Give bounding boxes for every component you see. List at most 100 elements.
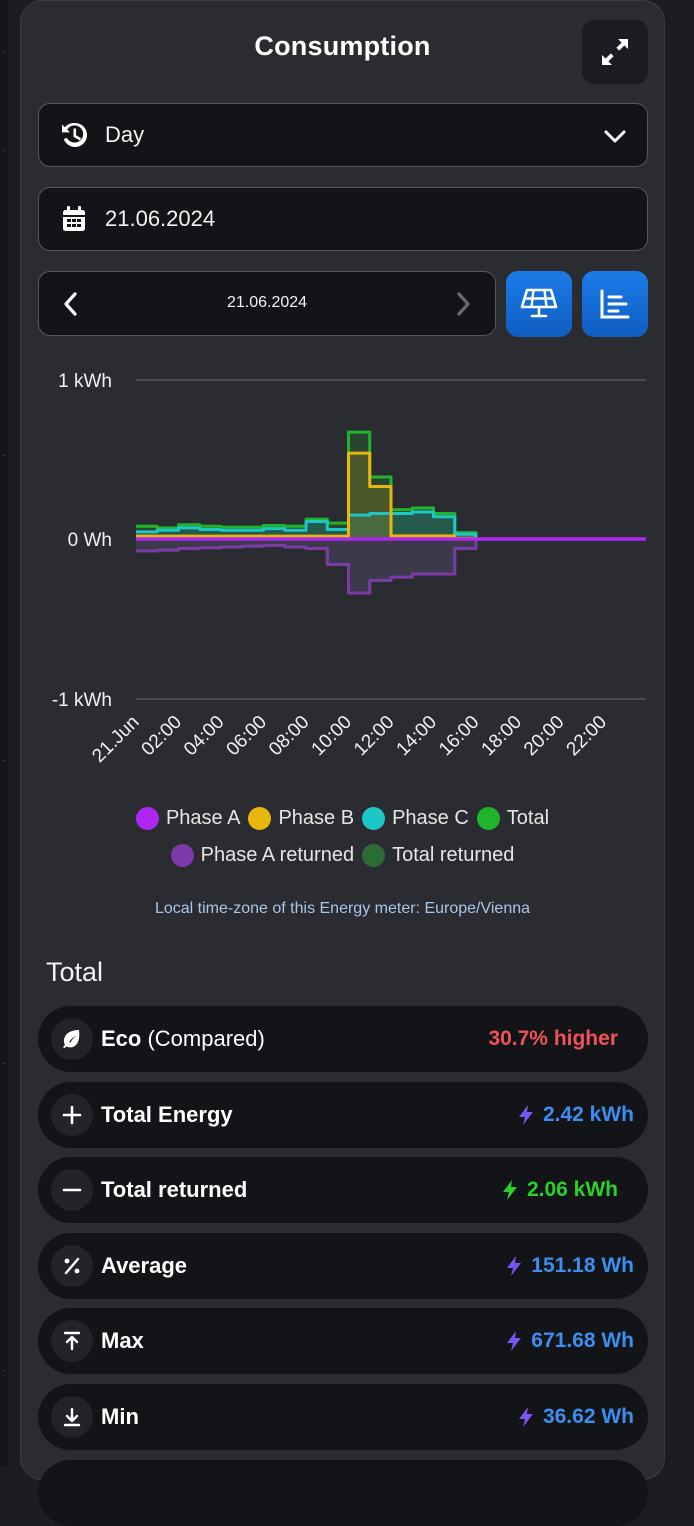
bolt-icon (507, 1256, 522, 1276)
legend-swatch (476, 807, 500, 830)
legend-swatch (362, 844, 386, 867)
legend-row-1: Phase A Phase B Phase C Total (21, 807, 664, 836)
stat-row-total-energy[interactable]: Total Energy 2.42 kWh (38, 1082, 648, 1148)
stat-value: 151.18 Wh (505, 1254, 634, 1278)
legend-label: Phase A (165, 807, 241, 829)
consumption-card: Consumption Day 21.06.2024 21 (20, 0, 665, 1526)
bolt-icon (518, 1105, 533, 1125)
date-field-value: 21.06.2024 (105, 206, 216, 231)
history-icon (62, 122, 88, 147)
legend-item[interactable]: Phase A (135, 807, 241, 830)
stat-label: Eco (Compared) (101, 1026, 265, 1052)
chevron-down-icon (604, 130, 626, 143)
stat-row-total-returned[interactable]: Total returned 2.06 kWh (38, 1157, 648, 1223)
stat-value-text: 2.06 kWh (526, 1178, 618, 1201)
legend-label: Phase C (392, 807, 469, 829)
period-select[interactable]: Day (38, 103, 648, 167)
period-select-value: Day (105, 122, 145, 147)
stat-value-text: 151.18 Wh (531, 1254, 634, 1277)
solar-panel-icon (520, 288, 558, 318)
legend-row-2: Phase A returned Total returned (21, 844, 664, 873)
stat-row-min[interactable]: Min 36.62 Wh (38, 1384, 648, 1450)
stat-label-main: Total Energy (101, 1102, 233, 1127)
minus-icon (51, 1169, 93, 1211)
x-tick-label: 08:00 (265, 712, 313, 760)
stat-label: Total returned (101, 1177, 247, 1203)
leaf-icon (51, 1018, 93, 1060)
expand-icon (602, 39, 628, 65)
y-tick-label: 1 kWh (58, 371, 112, 392)
stat-label-main: Total returned (101, 1177, 248, 1202)
stat-row-max[interactable]: Max 671.68 Wh (38, 1308, 648, 1374)
legend-label: Total returned (392, 844, 515, 866)
stat-value: 30.7% higher (488, 1027, 618, 1051)
bolt-icon (507, 1331, 522, 1351)
legend-swatch (248, 807, 272, 830)
calendar-icon (63, 206, 85, 231)
stat-value: 36.62 Wh (517, 1405, 634, 1429)
series-area-total-returned (136, 539, 646, 594)
bolt-icon (502, 1180, 517, 1200)
stat-value-text: 36.62 Wh (542, 1405, 634, 1428)
bar-chart-icon (600, 289, 630, 319)
background-edge (0, 0, 8, 1466)
stat-row-partial[interactable] (38, 1460, 648, 1526)
y-tick-label: -1 kWh (52, 690, 112, 711)
x-tick-label: 22:00 (563, 712, 611, 760)
stat-label: Average (101, 1253, 187, 1279)
stat-label-sub: (Compared) (141, 1026, 265, 1051)
fullscreen-button[interactable] (582, 20, 648, 84)
section-title: Total (46, 957, 104, 987)
stat-label: Min (101, 1404, 139, 1430)
x-tick-label: 06:00 (223, 712, 271, 760)
consumption-chart: 1 kWh 0 Wh -1 kWh21.Jun02:0004:0006:0008:0… (52, 371, 646, 767)
date-navigator: 21.06.2024 (38, 271, 496, 336)
stat-value-text: 30.7% higher (488, 1027, 618, 1050)
plus-icon (51, 1094, 93, 1136)
legend-item[interactable]: Total returned (362, 844, 514, 867)
chart-style-button[interactable] (582, 271, 648, 337)
stat-label-main: Min (101, 1404, 139, 1429)
date-nav-label: 21.06.2024 (226, 294, 308, 311)
date-field[interactable]: 21.06.2024 (38, 187, 648, 251)
bolt-icon (518, 1407, 533, 1427)
chevron-left-icon[interactable] (59, 290, 83, 318)
x-tick-label: 20:00 (520, 712, 568, 760)
legend-item[interactable]: Phase C (362, 807, 469, 830)
arrow-down-bar-icon (51, 1396, 93, 1438)
percent-icon (51, 1245, 93, 1287)
series-area-phase-a-returned (136, 539, 646, 594)
x-tick-label: 18:00 (478, 712, 526, 760)
legend-label: Phase A returned (200, 844, 355, 866)
stat-value-text: 671.68 Wh (531, 1329, 634, 1352)
chevron-right-icon[interactable] (451, 290, 475, 318)
stat-label-main: Eco (101, 1026, 142, 1051)
x-tick-label: 10:00 (308, 712, 356, 760)
stat-value: 2.06 kWh (501, 1178, 618, 1202)
x-tick-label: 02:00 (138, 712, 186, 760)
stat-row-eco[interactable]: Eco (Compared) 30.7% higher (38, 1006, 648, 1072)
stat-label: Total Energy (101, 1102, 233, 1128)
stat-label: Max (101, 1328, 144, 1354)
stat-value: 2.42 kWh (517, 1103, 634, 1127)
stat-value-text: 2.42 kWh (542, 1103, 634, 1126)
legend-item[interactable]: Phase A returned (170, 844, 355, 867)
arrow-up-bar-icon (51, 1320, 93, 1362)
legend-item[interactable]: Total (476, 807, 550, 830)
stat-label-main: Average (101, 1253, 188, 1278)
stat-row-average[interactable]: Average 151.18 Wh (38, 1233, 648, 1299)
x-tick-label: 16:00 (435, 712, 483, 760)
legend-swatch (135, 807, 159, 830)
legend-swatch (170, 844, 194, 867)
x-tick-label: 14:00 (393, 712, 441, 760)
x-tick-label: 04:00 (180, 712, 228, 760)
y-tick-label: 0 Wh (68, 530, 112, 551)
legend-swatch (362, 807, 386, 830)
solar-panel-button[interactable] (506, 271, 572, 337)
legend-label: Phase B (278, 807, 355, 829)
x-tick-label: 21.Jun (88, 712, 143, 767)
legend-item[interactable]: Phase B (248, 807, 354, 830)
legend-label: Total (506, 807, 550, 829)
timezone-note: Local time-zone of this Energy meter: Eu… (154, 900, 531, 917)
card-title: Consumption (254, 31, 431, 61)
